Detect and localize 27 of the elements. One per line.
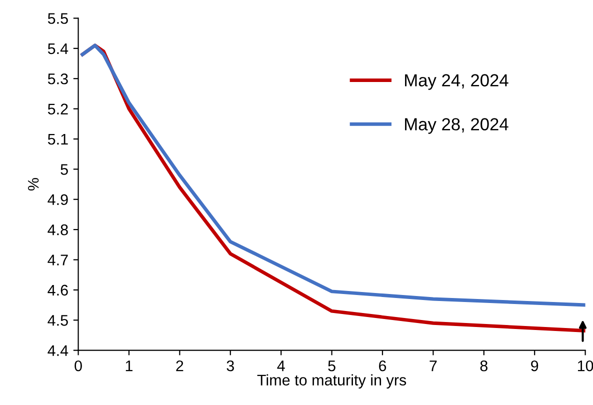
x-tick-label: 5 [328, 360, 336, 372]
y-tick-label: 4.5 [48, 315, 68, 326]
y-tick-label: 4.8 [48, 224, 68, 236]
x-tick-label: 4 [277, 360, 285, 372]
y-tick-label: 4.6 [48, 284, 68, 296]
legend-label: May 24, 2024 [405, 74, 508, 90]
y-tick-label: 4.9 [48, 194, 68, 206]
y-tick-label: 5.2 [48, 104, 68, 114]
x-axis-title: Time to maturity in yrs [257, 374, 406, 389]
x-tick-label: 0 [74, 360, 82, 372]
x-tick-label: 8 [480, 360, 488, 372]
y-tick-label: 5.3 [48, 73, 68, 84]
x-tick-label: 3 [226, 360, 234, 372]
x-tick-label: 1 [126, 360, 132, 372]
x-tick-label: 7 [430, 360, 437, 372]
x-tick-label: 10 [578, 360, 593, 372]
x-tick-label: 2 [176, 360, 184, 372]
y-tick-label: 5.4 [48, 43, 68, 54]
y-tick-label: 5 [60, 164, 68, 175]
y-axis-title: % [28, 178, 39, 191]
y-tick-label: 4.4 [48, 345, 68, 356]
y-tick-label: 5.1 [48, 134, 68, 145]
x-tick-label: 9 [531, 360, 538, 372]
y-tick-label: 5.5 [48, 13, 68, 24]
y-tick-label: 4.7 [48, 254, 68, 266]
legend-label: May 28, 2024 [405, 118, 508, 134]
x-tick-label: 6 [379, 360, 386, 372]
